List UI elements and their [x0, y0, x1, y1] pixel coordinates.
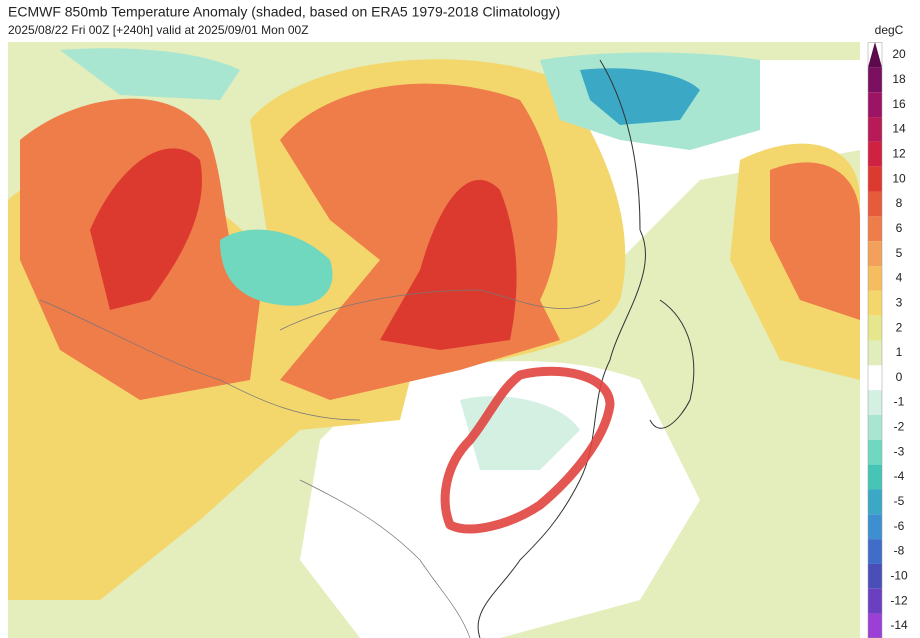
- colorbar-swatch: [868, 563, 882, 589]
- colorbar-swatch: [868, 588, 882, 614]
- colorbar-swatch: [868, 92, 882, 118]
- hot-area: [90, 148, 202, 310]
- colorbar-label: -14: [890, 618, 908, 632]
- colorbar-label: 1: [896, 345, 903, 359]
- map: [8, 42, 860, 638]
- highlight-circle: [440, 366, 615, 534]
- colorbar-label: 10: [892, 171, 906, 185]
- colorbar-label: -2: [894, 420, 905, 434]
- colorbar-label: 2: [896, 320, 903, 334]
- warm-area: [770, 162, 860, 320]
- colorbar-swatch: [868, 489, 882, 515]
- subtitle: 2025/08/22 Fri 00Z [+240h] valid at 2025…: [8, 23, 309, 37]
- colorbar-label: -5: [894, 494, 905, 508]
- colorbar-label: 14: [892, 122, 906, 136]
- cold-area: [580, 68, 700, 125]
- title: ECMWF 850mb Temperature Anomaly (shaded,…: [8, 4, 560, 20]
- colorbar-swatch: [868, 613, 882, 638]
- hot-area: [380, 179, 517, 350]
- colorbar-swatch: [868, 439, 882, 465]
- colorbar-label: -12: [890, 593, 908, 607]
- coastline: [477, 229, 646, 638]
- colorbar-label: 5: [896, 246, 903, 260]
- colorbar-label: -1: [894, 395, 905, 409]
- colorbar-unit: degC: [875, 23, 904, 37]
- colorbar-label: 0: [896, 370, 903, 384]
- colorbar-swatch: [868, 241, 882, 267]
- border: [279, 289, 601, 331]
- colorbar-label: -10: [890, 569, 908, 583]
- colorbar-swatch: [868, 514, 882, 540]
- colorbar-swatch: [868, 340, 882, 366]
- coastline: [649, 299, 695, 429]
- colorbar-swatch: [868, 365, 882, 391]
- colorbar-swatch: [868, 117, 882, 142]
- cool-area: [60, 48, 240, 100]
- colorbar-swatch: [868, 290, 882, 316]
- colorbar-label: 3: [896, 295, 903, 309]
- colorbar-swatch: [868, 464, 882, 490]
- colorbar-swatch: [868, 266, 882, 291]
- colorbar-swatch: [868, 67, 882, 93]
- colorbar-swatch: [868, 141, 882, 167]
- colorbar-swatch: [868, 166, 882, 192]
- colorbar-label: -8: [894, 544, 905, 558]
- colorbar-swatch: [868, 390, 882, 415]
- colorbar-label: -6: [894, 519, 905, 533]
- colorbar-swatch: [868, 191, 882, 217]
- colorbar-swatch: [868, 539, 882, 564]
- border: [299, 479, 471, 638]
- colorbar-label: -4: [894, 469, 905, 483]
- colorbar-label: 8: [896, 196, 903, 210]
- colorbar-label: 16: [892, 97, 906, 111]
- colorbar-label: -3: [894, 444, 905, 458]
- colorbar-label: 6: [896, 221, 903, 235]
- coastline: [599, 59, 641, 231]
- colorbar-label: 12: [892, 146, 906, 160]
- colorbar-label: 4: [896, 271, 903, 285]
- colorbar-swatch: [868, 315, 882, 341]
- colorbar-label: 18: [892, 72, 906, 86]
- colorbar-swatch: [868, 414, 882, 440]
- border: [39, 299, 361, 421]
- colorbar-label: 20: [892, 47, 906, 61]
- colorbar-arrow: [868, 42, 882, 68]
- cool-area: [220, 229, 333, 306]
- colorbar-swatch: [868, 216, 882, 242]
- colorbar: 20181614121086543210-1-2-3-4-5-6-8-10-12…: [867, 42, 908, 638]
